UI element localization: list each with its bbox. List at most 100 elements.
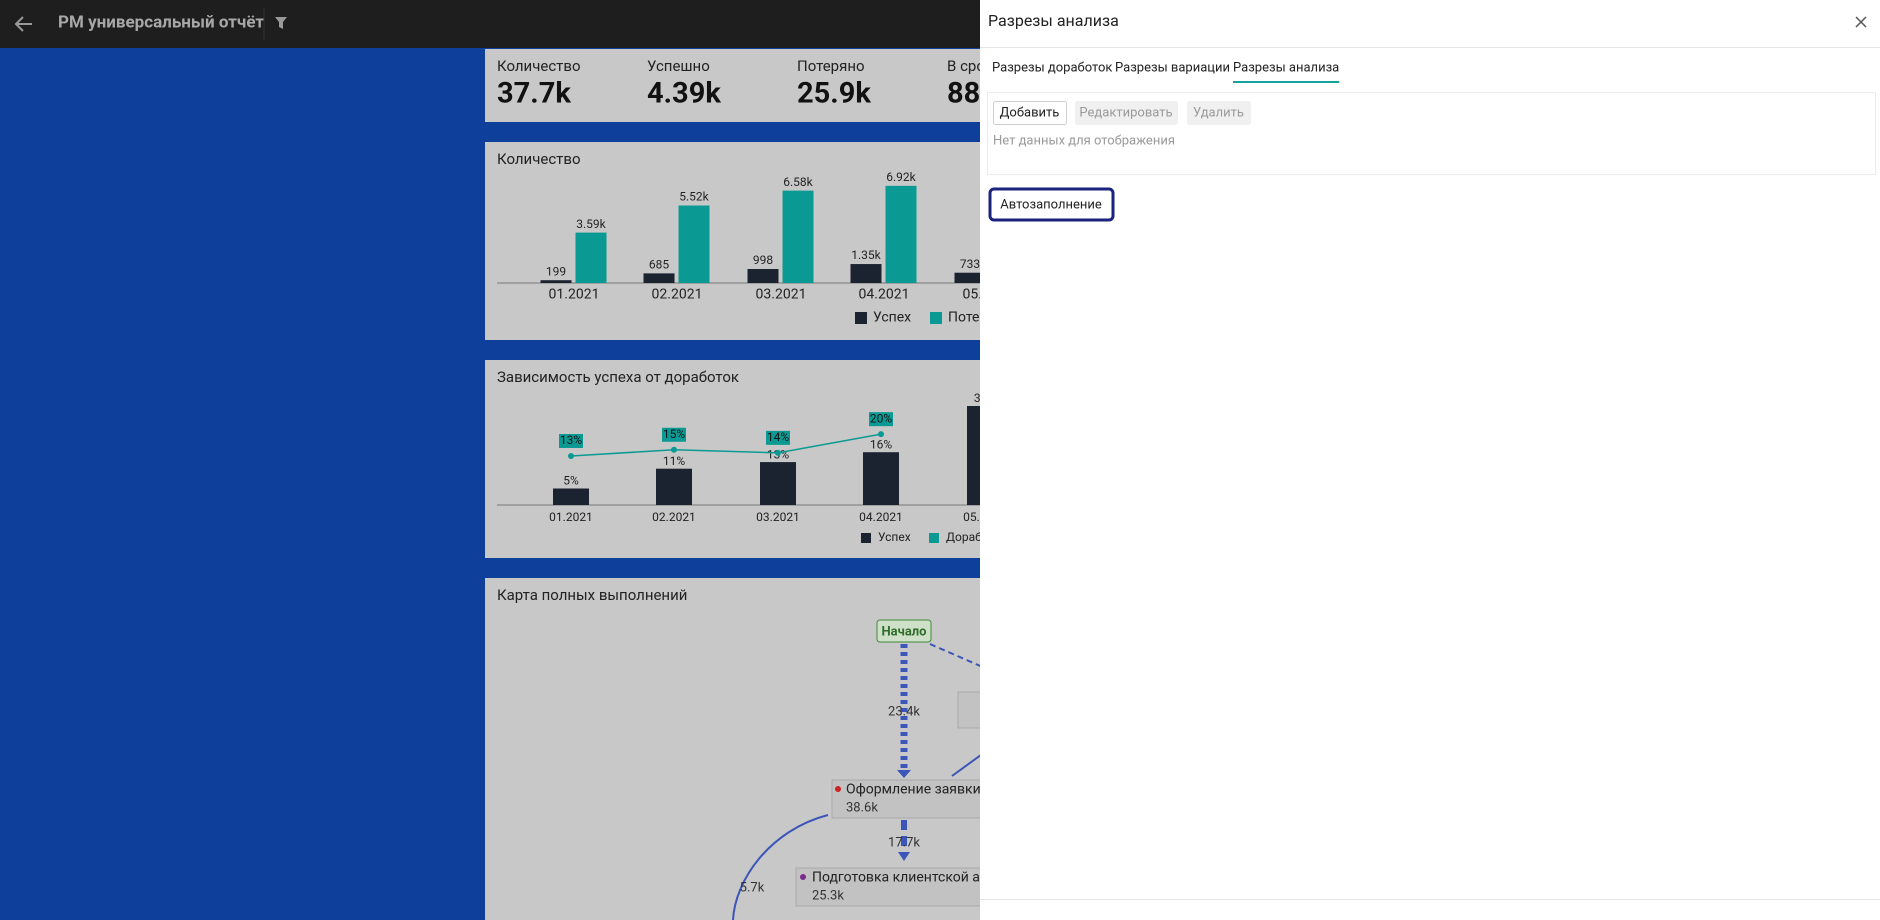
filter-icon[interactable] [275,17,287,29]
value-label: 6.92k [886,170,916,184]
x-tick-label: 04.2021 [859,510,903,524]
button-label[interactable]: Удалить [1193,105,1244,120]
value-label: 13% [560,433,582,447]
value-label: 5.52k [679,190,709,204]
bar [540,280,572,283]
report-title: PM универсальный отчёт [58,12,264,32]
label-bg [869,412,893,427]
tab[interactable]: Разрезы вариации [1115,60,1230,75]
back-icon[interactable] [14,16,32,32]
value-label: 733 [960,257,980,271]
x-tick-label: 03.2021 [756,287,807,303]
edge [732,814,829,920]
kpi-value: 25.9k [797,77,871,111]
tab[interactable]: Разрезы анализа [1233,60,1339,75]
value-label: 15% [663,427,685,441]
node-dot [835,786,841,792]
bar [747,268,779,283]
legend-swatch [861,533,871,543]
value-label: 3.59k [576,217,606,231]
kpi-value: 37.7k [497,77,571,111]
bar [782,190,814,283]
kpi-card [485,49,985,122]
kpi-value: 4.39k [647,77,721,111]
arrow [898,852,910,861]
value-label: 5% [563,474,579,488]
chart-card [485,360,985,558]
node [831,779,983,819]
node-count: 38.6k [846,800,878,815]
bar [760,462,796,505]
card-title: Карта полных выполнений [497,586,687,604]
value-label: 685 [649,258,669,272]
point [878,431,884,438]
value-label: 20% [870,411,892,425]
legend-label: Успех [878,530,911,544]
start-node [876,619,932,643]
arrow [897,770,911,778]
bar [678,205,710,283]
node-label: Оформление заявки [846,782,981,798]
legend-label: Успех [873,310,911,326]
value-label: 199 [546,264,566,278]
edge [929,643,986,669]
x-tick-label: 02.2021 [652,287,703,303]
kpi-value: 88 [947,77,980,111]
legend-swatch [929,533,939,543]
value-label: 11% [663,454,685,468]
autofill-button[interactable] [988,187,1115,222]
x-tick-label: 02.2021 [652,510,696,524]
toolbar-button[interactable] [1187,101,1251,125]
bar [575,232,607,283]
legend-swatch [930,312,942,324]
tab-underline [1233,81,1340,83]
top-bar [0,0,980,48]
x-tick-label: 04.2021 [859,287,910,303]
kpi-label: Успешно [647,57,710,75]
kpi-label: Потеряно [797,57,865,75]
point [775,449,781,456]
kpi-label: В сро [947,57,985,75]
edge-label: 5.7k [740,880,765,895]
value-label: 998 [753,253,773,267]
edge-label: 23.4k [888,704,920,719]
x-tick-label: 01.2021 [549,510,593,524]
empty-text: Нет данных для отображения [993,133,1175,148]
autofill-label[interactable]: Автозаполнение [1000,197,1102,212]
bar [553,488,589,505]
bar [656,468,692,505]
point [568,453,574,459]
x-tick-label: 03.2021 [756,510,800,524]
bar [863,452,899,505]
label-bg [662,427,686,442]
point [671,446,677,453]
legend-swatch [855,312,867,324]
button-label[interactable]: Редактировать [1079,105,1172,120]
edge-label: 17.7k [888,835,920,850]
value-label: 6.58k [783,175,813,189]
card-title: Зависимость успеха от доработок [497,368,739,386]
node-label: Начало [881,624,926,639]
node-label: Подготовка клиентской анкеты [812,870,1020,886]
toolbar-button[interactable] [993,101,1067,125]
edge [951,751,986,777]
value-label: 1.35k [851,248,881,262]
toolbar-button[interactable] [1075,101,1178,125]
button-label[interactable]: Добавить [1000,105,1060,120]
value-label: 14% [767,430,789,444]
bar [850,264,882,283]
x-tick-label: 01.2021 [549,287,600,303]
tabs: Разрезы доработок Разрезы вариации Разрезы… [992,60,1340,83]
card-title: Количество [497,150,581,168]
label-bg [766,430,790,445]
tab[interactable]: Разрезы доработок [992,60,1112,75]
node-dot [800,874,806,880]
label-bg [559,434,583,448]
bar [643,273,675,283]
close-icon[interactable] [1855,16,1867,28]
kpi-label: Количество [497,57,581,75]
node [795,867,987,907]
node-count: 25.3k [812,888,844,903]
